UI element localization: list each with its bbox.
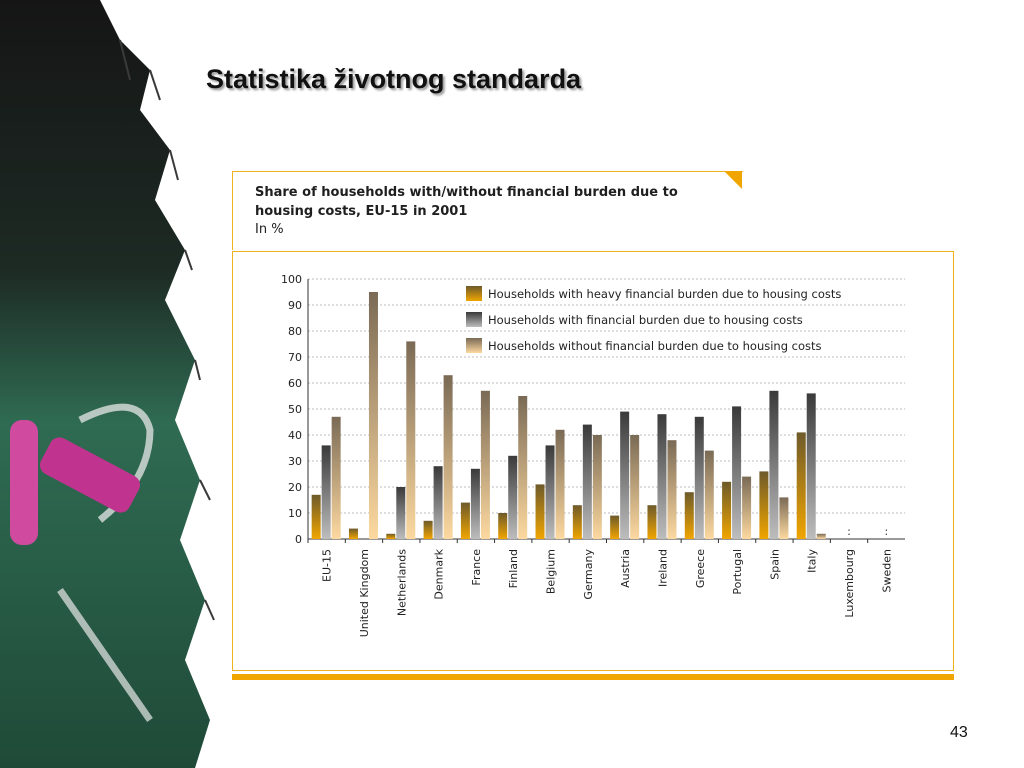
bar	[396, 487, 406, 539]
bar	[722, 481, 732, 539]
y-tick-label: 50	[288, 403, 302, 416]
bar	[667, 440, 677, 539]
bar	[796, 432, 806, 539]
bar	[694, 416, 704, 539]
chart-title: Share of households with/without financi…	[255, 185, 678, 219]
y-tick-label: 0	[295, 533, 302, 546]
x-tick-label: EU-15	[321, 549, 334, 582]
x-tick-label: Finland	[507, 549, 520, 588]
bar	[311, 494, 321, 539]
bar	[406, 341, 416, 539]
bar	[480, 390, 490, 539]
x-tick-label: Belgium	[545, 549, 558, 594]
bar	[816, 533, 826, 539]
missing-marker: :	[884, 525, 888, 538]
y-tick-label: 100	[281, 273, 302, 286]
bar	[518, 396, 528, 539]
legend-swatch	[466, 286, 482, 301]
chalk-stick-icon	[10, 420, 141, 545]
y-tick-label: 40	[288, 429, 302, 442]
legend-swatch	[466, 312, 482, 327]
bar	[630, 435, 640, 539]
bar	[704, 450, 714, 539]
chart-frame	[232, 251, 954, 671]
x-tick-label: Netherlands	[395, 549, 408, 616]
bar	[498, 513, 508, 539]
bar	[742, 476, 752, 539]
stacked-bar-chart: 0 10 20 30 40 50 60 70 80 90 100 EU-15 United Kingdo…	[281, 273, 905, 637]
x-tick-label: Greece	[694, 549, 707, 588]
y-tick-label: 90	[288, 299, 302, 312]
bar	[470, 468, 480, 539]
bar	[806, 393, 816, 539]
chart-caption-box	[232, 171, 743, 250]
x-tick-label: Germany	[582, 549, 595, 600]
slide-title: Statistika životnog standarda	[206, 64, 582, 94]
x-tick-label: Luxembourg	[843, 549, 856, 618]
bar	[620, 411, 630, 539]
x-tick-label: Ireland	[656, 549, 669, 587]
x-tick-label: Sweden	[880, 549, 893, 592]
bar	[582, 424, 592, 539]
bar	[592, 435, 602, 539]
x-tick-label: Italy	[806, 549, 819, 573]
bar	[610, 515, 620, 539]
legend-label: Households without financial burden due …	[488, 339, 822, 353]
caption-corner-marker	[724, 171, 742, 189]
bar	[508, 455, 518, 539]
x-tick-label: Portugal	[731, 549, 744, 595]
y-tick-label: 10	[288, 507, 302, 520]
x-tick-label: France	[470, 549, 483, 586]
bar	[779, 497, 789, 539]
chalkboard-decoration	[0, 0, 215, 768]
bar	[535, 484, 545, 539]
bar	[647, 505, 657, 539]
x-tick-label: Austria	[619, 549, 632, 588]
bar	[460, 502, 470, 539]
page-number: 43	[950, 724, 968, 741]
legend-label: Households with financial burden due to …	[488, 313, 803, 327]
bar	[368, 292, 378, 539]
bar	[348, 528, 358, 539]
bar	[423, 520, 433, 539]
legend-swatch	[466, 338, 482, 353]
bar	[545, 445, 555, 539]
bar	[732, 406, 742, 539]
bar	[555, 429, 565, 539]
y-tick-label: 30	[288, 455, 302, 468]
bar	[572, 505, 582, 539]
chart-subtitle: In %	[255, 222, 284, 237]
bar	[657, 414, 667, 539]
y-tick-label: 80	[288, 325, 302, 338]
bar	[759, 471, 769, 539]
bottom-rule	[232, 674, 954, 680]
bar	[321, 445, 331, 539]
bar	[443, 375, 453, 539]
bar	[331, 416, 341, 539]
y-tick-label: 60	[288, 377, 302, 390]
legend-label: Households with heavy financial burden d…	[488, 287, 841, 301]
x-tick-label: United Kingdom	[358, 549, 371, 637]
missing-marker: :	[847, 525, 851, 538]
x-tick-label: Denmark	[433, 548, 446, 599]
bar	[386, 533, 396, 539]
bar	[769, 390, 779, 539]
y-tick-label: 70	[288, 351, 302, 364]
bar	[433, 466, 443, 539]
y-tick-label: 20	[288, 481, 302, 494]
x-tick-label: Spain	[768, 549, 781, 580]
bar	[684, 492, 694, 539]
